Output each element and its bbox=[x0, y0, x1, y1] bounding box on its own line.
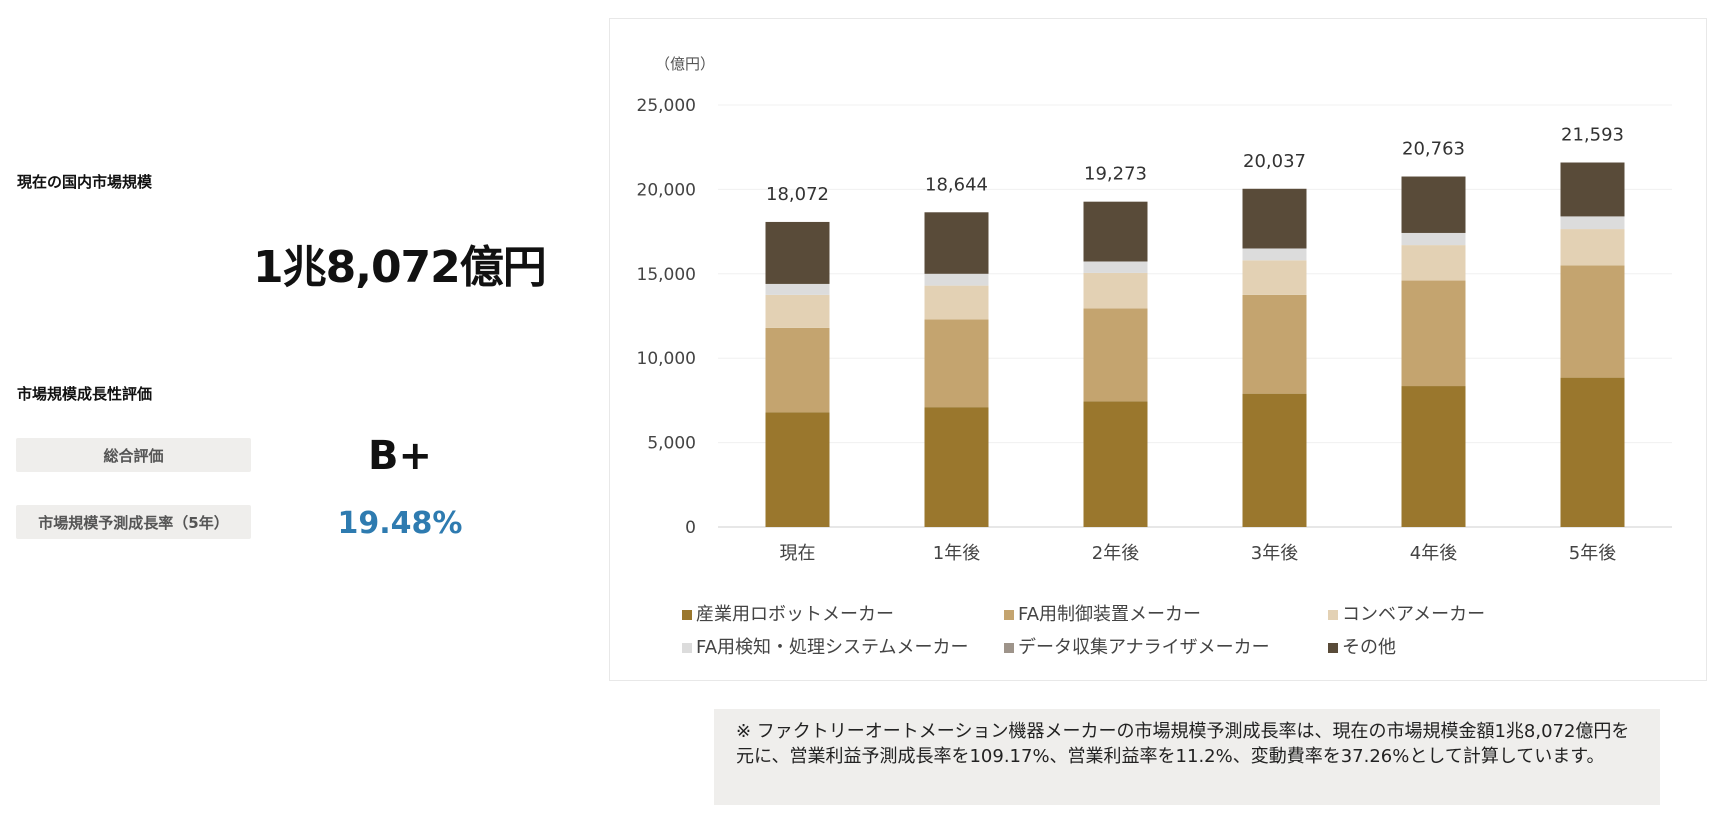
y-tick-label: 15,000 bbox=[637, 265, 696, 285]
bar-segment bbox=[1402, 386, 1466, 527]
x-tick-label: 現在 bbox=[780, 543, 816, 564]
legend-swatch bbox=[1004, 610, 1014, 620]
bar-segment bbox=[1402, 177, 1466, 233]
bar-segment bbox=[766, 284, 830, 295]
legend-swatch bbox=[682, 610, 692, 620]
chart-panel: （億円） 0 5,000 10,000 15,000 20,000 25,000 18,072… bbox=[609, 18, 1707, 681]
y-tick-label: 25,000 bbox=[637, 96, 696, 116]
bar-segment bbox=[1561, 229, 1625, 265]
x-tick-label: 5年後 bbox=[1569, 543, 1616, 564]
bar-segment bbox=[925, 286, 989, 320]
bar-segment bbox=[766, 295, 830, 328]
forecast-rate-value: 19.48% bbox=[320, 506, 480, 541]
bar-segment bbox=[1243, 295, 1307, 394]
bar-segment bbox=[1402, 233, 1466, 245]
footnote: ※ ファクトリーオートメーション機器メーカーの市場規模予測成長率は、現在の市場規… bbox=[714, 709, 1660, 805]
bar-segment bbox=[1243, 248, 1307, 260]
bar-segment bbox=[1561, 163, 1625, 217]
total-data-label: 20,037 bbox=[1243, 151, 1306, 172]
total-data-label: 18,644 bbox=[925, 174, 988, 195]
y-tick-label: 0 bbox=[685, 518, 696, 538]
legend-swatch bbox=[1328, 643, 1338, 653]
legend-label: FA用制御装置メーカー bbox=[1018, 604, 1201, 625]
legend-label: データ収集アナライザメーカー bbox=[1018, 637, 1270, 658]
y-tick-label: 20,000 bbox=[637, 180, 696, 200]
x-tick-label: 3年後 bbox=[1251, 543, 1298, 564]
bar-segment bbox=[766, 328, 830, 412]
bar-segment bbox=[925, 274, 989, 286]
bar-segment bbox=[1084, 273, 1148, 308]
growth-eval-label: 市場規模成長性評価 bbox=[17, 383, 152, 404]
bar-segment bbox=[766, 412, 830, 527]
bar-segment bbox=[925, 319, 989, 407]
forecast-rate-pill: 市場規模予測成長率（5年） bbox=[16, 505, 251, 539]
bar-segment bbox=[1243, 189, 1307, 249]
bar-segment bbox=[1084, 308, 1148, 401]
bar-segment bbox=[1084, 261, 1148, 272]
legend-label: コンベアメーカー bbox=[1342, 604, 1485, 625]
market-size-value: 1兆8,072億円 bbox=[253, 231, 546, 295]
legend-label: 産業用ロボットメーカー bbox=[696, 604, 894, 625]
legend-label: その他 bbox=[1342, 637, 1396, 658]
x-tick-label: 4年後 bbox=[1410, 543, 1457, 564]
legend-swatch bbox=[1328, 610, 1338, 620]
total-data-label: 21,593 bbox=[1561, 125, 1624, 146]
overall-grade: B+ bbox=[330, 433, 470, 479]
bar-segment bbox=[1402, 281, 1466, 387]
legend-label: FA用検知・処理システムメーカー bbox=[696, 637, 968, 658]
bar-segment bbox=[1561, 378, 1625, 527]
bar-segment bbox=[1084, 401, 1148, 527]
legend-swatch bbox=[1004, 643, 1014, 653]
total-data-label: 18,072 bbox=[766, 184, 829, 205]
bar-segment bbox=[1561, 265, 1625, 377]
x-tick-label: 1年後 bbox=[933, 543, 980, 564]
total-data-label: 19,273 bbox=[1084, 164, 1147, 185]
bar-segment bbox=[1561, 216, 1625, 229]
bar-segment bbox=[925, 212, 989, 274]
bar-segment bbox=[925, 407, 989, 527]
stacked-bar-chart: （億円） 0 5,000 10,000 15,000 20,000 25,000 18,072… bbox=[610, 19, 1708, 682]
market-size-label: 現在の国内市場規模 bbox=[17, 171, 152, 192]
bar-segment bbox=[1402, 245, 1466, 280]
overall-eval-pill: 総合評価 bbox=[16, 438, 251, 472]
legend-swatch bbox=[682, 643, 692, 653]
bar-segment bbox=[1243, 394, 1307, 527]
total-data-label: 20,763 bbox=[1402, 139, 1465, 160]
bar-segment bbox=[766, 222, 830, 284]
bar-segment bbox=[1243, 260, 1307, 295]
y-unit-label: （億円） bbox=[655, 55, 715, 73]
x-tick-label: 2年後 bbox=[1092, 543, 1139, 564]
y-tick-label: 5,000 bbox=[647, 434, 696, 454]
bar-segment bbox=[1084, 202, 1148, 262]
y-tick-label: 10,000 bbox=[637, 349, 696, 369]
